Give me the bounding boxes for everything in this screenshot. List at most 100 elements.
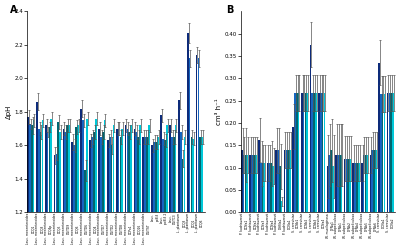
Bar bbox=[184, 137, 185, 250]
Bar bbox=[270, 163, 272, 212]
Bar bbox=[49, 127, 50, 250]
Bar bbox=[54, 156, 55, 250]
Bar bbox=[173, 137, 174, 250]
Bar bbox=[281, 201, 282, 212]
Bar bbox=[130, 125, 132, 250]
Bar bbox=[155, 142, 157, 250]
Text: B: B bbox=[226, 5, 233, 15]
Bar bbox=[82, 120, 84, 250]
Bar bbox=[241, 150, 243, 212]
Bar bbox=[73, 145, 75, 250]
Bar bbox=[356, 163, 358, 212]
Bar bbox=[192, 139, 194, 250]
Bar bbox=[182, 159, 183, 250]
Bar bbox=[330, 150, 332, 212]
Bar bbox=[142, 137, 144, 250]
Bar bbox=[136, 132, 137, 250]
Bar bbox=[162, 139, 164, 250]
Bar bbox=[303, 93, 304, 212]
Bar bbox=[40, 132, 41, 250]
Bar bbox=[160, 115, 162, 250]
Bar bbox=[337, 155, 339, 212]
Bar bbox=[339, 155, 340, 212]
Bar bbox=[288, 150, 289, 212]
Y-axis label: ΔpH: ΔpH bbox=[6, 105, 12, 119]
Bar bbox=[275, 150, 277, 212]
Bar bbox=[31, 125, 32, 250]
Bar bbox=[349, 159, 351, 212]
Bar bbox=[305, 93, 306, 212]
Bar bbox=[392, 93, 394, 212]
Text: A: A bbox=[10, 5, 17, 15]
Bar bbox=[189, 58, 190, 250]
Bar bbox=[146, 137, 148, 250]
Bar bbox=[134, 128, 135, 250]
Bar bbox=[318, 93, 320, 212]
Bar bbox=[332, 166, 334, 212]
Bar bbox=[253, 155, 255, 212]
Bar bbox=[260, 163, 261, 212]
Bar bbox=[245, 155, 246, 212]
Bar bbox=[77, 125, 79, 250]
Bar bbox=[382, 94, 383, 212]
Bar bbox=[80, 108, 82, 250]
Bar bbox=[384, 94, 385, 212]
Bar bbox=[66, 125, 68, 250]
Bar bbox=[65, 132, 66, 250]
Bar bbox=[148, 125, 150, 250]
Bar bbox=[251, 155, 253, 212]
Bar bbox=[27, 117, 29, 250]
Bar bbox=[109, 137, 111, 250]
Bar bbox=[29, 124, 30, 250]
Bar bbox=[47, 132, 49, 250]
Bar bbox=[100, 137, 102, 250]
Bar bbox=[258, 140, 260, 212]
Bar bbox=[180, 132, 182, 250]
Bar bbox=[279, 166, 281, 212]
Bar bbox=[127, 128, 128, 250]
Bar bbox=[335, 155, 337, 212]
Bar bbox=[201, 137, 203, 250]
Bar bbox=[298, 93, 300, 212]
Bar bbox=[128, 132, 130, 250]
Bar bbox=[175, 125, 176, 250]
Bar bbox=[380, 94, 382, 212]
Bar bbox=[199, 137, 201, 250]
Bar bbox=[322, 93, 323, 212]
Bar bbox=[320, 93, 322, 212]
Bar bbox=[91, 137, 93, 250]
Bar bbox=[272, 166, 274, 212]
Bar bbox=[63, 128, 64, 250]
Bar bbox=[301, 93, 303, 212]
Bar bbox=[375, 150, 377, 212]
Bar bbox=[144, 137, 146, 250]
Bar bbox=[137, 137, 139, 250]
Bar bbox=[249, 155, 251, 212]
Bar bbox=[243, 155, 244, 212]
Bar bbox=[352, 163, 354, 212]
Bar bbox=[327, 166, 328, 212]
Bar bbox=[187, 33, 188, 250]
Bar bbox=[57, 122, 59, 250]
Bar bbox=[354, 163, 356, 212]
Bar bbox=[363, 155, 365, 212]
Bar bbox=[33, 120, 34, 250]
Bar bbox=[387, 93, 388, 212]
Bar bbox=[38, 128, 40, 250]
Bar bbox=[139, 125, 141, 250]
Bar bbox=[284, 150, 286, 212]
Bar bbox=[365, 155, 366, 212]
Bar bbox=[296, 93, 298, 212]
Bar bbox=[263, 163, 265, 212]
Bar bbox=[292, 126, 294, 212]
Bar bbox=[125, 125, 126, 250]
Bar bbox=[294, 93, 296, 212]
Bar bbox=[166, 125, 168, 250]
Bar bbox=[367, 155, 368, 212]
Bar bbox=[89, 140, 91, 250]
Bar bbox=[389, 93, 390, 212]
Bar bbox=[104, 120, 105, 250]
Bar bbox=[346, 159, 347, 212]
Bar bbox=[358, 163, 360, 212]
Bar bbox=[246, 155, 248, 212]
